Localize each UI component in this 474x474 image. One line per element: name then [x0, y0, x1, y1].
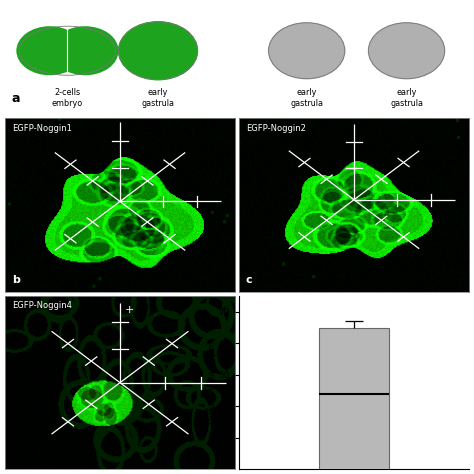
Circle shape [118, 22, 198, 80]
Text: early
gastrula: early gastrula [390, 88, 423, 108]
Text: early
gastrula: early gastrula [290, 88, 323, 108]
Text: c: c [246, 274, 252, 284]
Text: EGFP-Noggin2: EGFP-Noggin2 [246, 124, 306, 133]
Circle shape [52, 26, 118, 75]
Y-axis label: Diffusion path, μm: Diffusion path, μm [208, 341, 217, 424]
Text: +: + [125, 305, 134, 315]
Text: 2-cells
embryo: 2-cells embryo [52, 88, 83, 108]
Bar [319, 328, 389, 474]
Circle shape [17, 26, 83, 75]
Text: EGFP-Noggin1: EGFP-Noggin1 [12, 124, 72, 133]
Circle shape [269, 23, 345, 79]
Text: early
gastrula: early gastrula [142, 88, 174, 108]
Circle shape [368, 23, 445, 79]
Text: EGFP-Noggin4: EGFP-Noggin4 [12, 301, 72, 310]
Text: b: b [12, 274, 19, 284]
Text: a: a [12, 92, 20, 105]
